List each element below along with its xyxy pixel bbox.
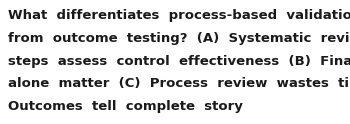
Text: alone  matter  (C)  Process  review  wastes  time  (D): alone matter (C) Process review wastes t…	[8, 78, 350, 91]
Text: Outcomes  tell  complete  story: Outcomes tell complete story	[8, 100, 243, 113]
Text: What  differentiates  process-based  validation: What differentiates process-based valida…	[8, 9, 350, 22]
Text: steps  assess  control  effectiveness  (B)  Final  results: steps assess control effectiveness (B) F…	[8, 55, 350, 68]
Text: from  outcome  testing?  (A)  Systematic  review: from outcome testing? (A) Systematic rev…	[8, 32, 350, 45]
